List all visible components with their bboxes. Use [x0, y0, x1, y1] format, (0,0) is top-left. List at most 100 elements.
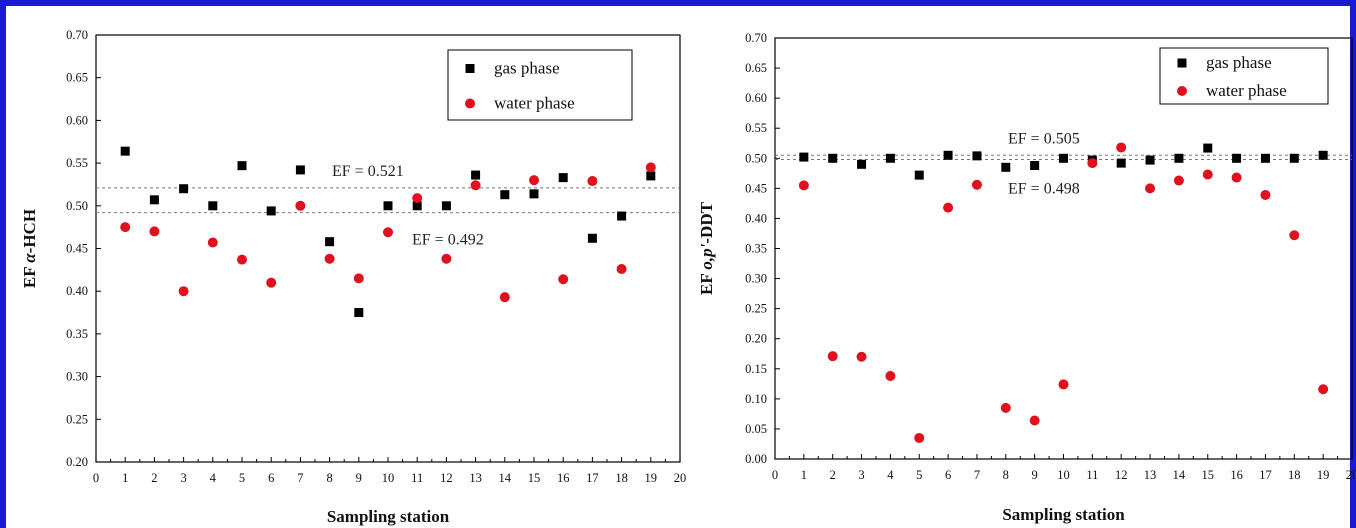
chart-1: 0 1 2 3 4 5 6 7 8 9 10 11 12 13 14 15 16 17 18 19 200.200.25… [20, 28, 686, 526]
x-tick-label: 6 [268, 471, 274, 485]
legend-water-label: water phase [1206, 81, 1287, 100]
gas-phase-point [646, 171, 656, 181]
y-tick-label: 0.60 [66, 113, 88, 127]
x-tick-label: 16 [1230, 468, 1243, 482]
y-tick-label: 0.10 [745, 392, 767, 406]
x-tick-label: 14 [1173, 468, 1186, 482]
gas-phase-point [1289, 153, 1299, 163]
y-tick-label: 0.65 [745, 61, 767, 75]
y-tick-label: 0.35 [66, 327, 88, 341]
reference-line-label: EF = 0.492 [412, 232, 484, 249]
y-tick-label: 0.65 [66, 71, 88, 85]
reference-line-label: EF = 0.521 [332, 163, 404, 180]
y-tick-label: 0.45 [66, 242, 88, 256]
water-phase-point [1318, 384, 1329, 395]
water-phase-point [383, 227, 393, 238]
gas-phase-point [412, 201, 422, 211]
x-tick-label: 3 [858, 468, 864, 482]
water-phase-point [827, 351, 838, 362]
reference-line-label: EF = 0.498 [1008, 180, 1080, 197]
legend: gas phase water phase [447, 49, 633, 121]
water-phase-point [943, 202, 954, 213]
gas-phase-point [441, 201, 451, 211]
x-tick-label: 11 [411, 471, 423, 485]
y-tick-label: 0.25 [66, 412, 88, 426]
gas-phase-point [1203, 143, 1213, 153]
gas-phase-point [471, 170, 481, 180]
water-phase-point [1000, 402, 1011, 413]
y-axis-title-suffix: -DDT [697, 201, 716, 243]
water-phase-point [798, 180, 809, 191]
gas-phase-point [1318, 150, 1328, 160]
y-tick-label: 0.50 [66, 199, 88, 213]
x-tick-label: 11 [1086, 468, 1098, 482]
gas-phase-point [1174, 153, 1184, 163]
x-tick-label: 8 [326, 471, 332, 485]
x-tick-label: 7 [297, 471, 303, 485]
water-phase-point [120, 222, 131, 233]
x-tick-label: 13 [469, 471, 482, 485]
water-phase-point [856, 351, 867, 362]
y-tick-label: 0.55 [745, 121, 767, 135]
gas-phase-point [120, 146, 130, 156]
gas-phase-point [500, 190, 510, 200]
gas-phase-point [857, 159, 867, 169]
water-phase-point [1087, 158, 1098, 169]
water-phase-point [324, 253, 335, 264]
gas-phase-point [295, 165, 305, 175]
gas-phase-point [943, 150, 953, 160]
gas-phase-point [972, 151, 982, 161]
y-tick-label: 0.35 [745, 242, 767, 256]
y-axis-title-prefix: EF [20, 263, 39, 288]
x-tick-label: 18 [615, 471, 628, 485]
x-tick-label: 1 [122, 471, 128, 485]
x-tick-label: 13 [1144, 468, 1157, 482]
x-tick-label: 15 [1202, 468, 1215, 482]
water-phase-point [1116, 142, 1127, 153]
gas-phase-point [208, 201, 218, 211]
reference-line-label: EF = 0.505 [1008, 130, 1080, 147]
y-tick-label: 0.05 [745, 422, 767, 436]
x-tick-label: 17 [586, 471, 599, 485]
y-tick-label: 0.20 [66, 455, 88, 469]
water-phase-point [412, 193, 423, 204]
legend-gas-label: gas phase [1206, 53, 1272, 72]
gas-phase-point [914, 170, 924, 180]
y-tick-label: 0.60 [745, 91, 767, 105]
x-tick-label: 9 [356, 471, 362, 485]
y-tick-label: 0.30 [66, 370, 88, 384]
water-phase-point [441, 253, 452, 264]
gas-phase-point [617, 211, 627, 221]
water-phase-point [616, 263, 627, 274]
x-tick-label: 14 [499, 471, 512, 485]
legend-gas-marker [465, 64, 475, 73]
water-phase-point [885, 371, 896, 382]
legend-water-label: water phase [494, 94, 575, 113]
legend-gas-marker [1177, 58, 1187, 68]
legend-box [1159, 47, 1329, 105]
gas-phase-point [1030, 161, 1040, 171]
x-tick-label: 20 [674, 471, 687, 485]
legend: gas phase water phase [1159, 47, 1329, 105]
gas-phase-point [1059, 153, 1068, 163]
x-tick-label: 7 [974, 468, 980, 482]
x-axis-title: Sampling station [327, 507, 450, 526]
water-phase-point [295, 200, 306, 211]
gas-phase-point [266, 206, 276, 216]
y-axis-title-suffix: -HCH [20, 209, 39, 253]
y-axis-title: EF α-HCH [20, 209, 39, 288]
x-tick-label: 20 [1346, 468, 1356, 482]
x-tick-label: 19 [645, 471, 658, 485]
gas-phase-point [1260, 153, 1270, 163]
x-tick-label: 1 [801, 468, 807, 482]
gas-phase-point [799, 152, 809, 162]
gas-phase-point [383, 201, 393, 211]
water-phase-point [1231, 172, 1242, 183]
x-tick-label: 6 [945, 468, 951, 482]
x-tick-label: 19 [1317, 468, 1330, 482]
water-phase-point [1029, 415, 1040, 426]
gas-phase-point [1116, 158, 1126, 168]
x-tick-label: 15 [528, 471, 541, 485]
x-tick-label: 5 [239, 471, 245, 485]
